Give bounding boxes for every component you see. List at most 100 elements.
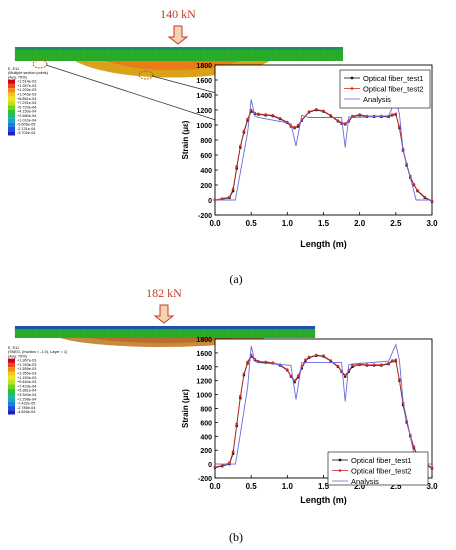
y-tick-label: 1200 <box>196 379 212 386</box>
contour-legend-value: -7.432e-05 <box>17 402 35 406</box>
data-point <box>271 113 275 117</box>
data-point <box>246 117 249 121</box>
panel-a: 140 kN E, E11(Multiple section points)(Av… <box>8 7 438 286</box>
data-point <box>343 373 347 377</box>
x-tick-label: 1.5 <box>318 219 330 228</box>
x-tick-label: 3.0 <box>426 219 438 228</box>
data-point <box>242 372 246 376</box>
data-point <box>249 110 253 113</box>
y-tick-label: 1600 <box>196 78 212 85</box>
chart-legend: Optical fiber_test1 Optical fiber_test2An… <box>339 69 431 109</box>
data-point <box>344 375 347 378</box>
contour-legend-value: +8.861e-04 <box>17 97 36 101</box>
chart-legend-box <box>339 69 431 109</box>
beam-deflection-core <box>105 61 240 71</box>
data-point <box>398 378 401 381</box>
beam-contour <box>14 47 343 78</box>
y-tick-label: 400 <box>200 168 212 175</box>
data-point <box>329 113 333 117</box>
contour-legend-value: +2.580e-04 <box>17 114 36 118</box>
strain-chart: 0.0 0.5 1.0 1.5 2.0 2.5 3.0 -200 0 200 400 600 800 10… <box>181 337 438 505</box>
contour-swatch <box>8 397 15 402</box>
y-tick-label: -200 <box>198 476 212 483</box>
legend-entry: Optical fiber_test2 <box>363 85 423 94</box>
x-tick-label: 1.5 <box>318 482 330 491</box>
contour-swatch <box>8 367 15 372</box>
x-tick-label: 2.5 <box>390 482 402 491</box>
contour-swatch <box>8 131 15 136</box>
y-tick-label: 400 <box>200 434 212 441</box>
y-tick-label: 600 <box>200 153 212 160</box>
contour-swatch <box>8 105 15 110</box>
data-point <box>390 359 394 362</box>
series-line-3 <box>215 343 432 465</box>
data-point <box>336 364 340 368</box>
beam-top-edge <box>15 47 343 50</box>
contour-legend-value: +5.381e-04 <box>17 389 36 393</box>
data-point <box>307 355 311 359</box>
x-tick-label: 2.0 <box>354 219 366 228</box>
data-point <box>246 119 249 122</box>
contour-legend-value: +1.150e-03 <box>17 376 36 380</box>
legend-entry: Analysis <box>363 95 391 104</box>
contour-swatch <box>8 83 15 89</box>
contour-swatch <box>8 401 15 406</box>
y-tick-label: -200 <box>198 213 212 220</box>
data-point <box>304 360 307 363</box>
contour-legend: E, E11(Multiple section points)(Avg: 75%… <box>8 67 49 136</box>
contour-legend-title: (SNEG, (fraction = -1.0), Layer = 1) <box>8 350 68 354</box>
x-tick-label: 0.5 <box>246 482 258 491</box>
data-point <box>343 122 347 125</box>
data-point <box>235 422 238 426</box>
contour-legend-value: +1.043e-03 <box>17 93 36 97</box>
load-arrow-icon <box>153 304 175 324</box>
data-point <box>278 116 282 120</box>
data-point <box>231 452 235 455</box>
data-point <box>264 360 267 364</box>
data-point <box>365 363 369 367</box>
contour-legend-value: +5.720e-04 <box>17 105 36 109</box>
contour-legend-title: (Avg: 75%) <box>8 75 27 79</box>
data-point <box>296 374 300 378</box>
data-point <box>336 119 340 122</box>
x-tick-label: 2.5 <box>390 219 402 228</box>
x-tick-label: 2.0 <box>354 482 366 491</box>
contour-swatch <box>8 88 15 93</box>
y-axis-label: Strain (με) <box>181 120 190 159</box>
legend-entry: Optical fiber_test1 <box>363 74 423 83</box>
data-point <box>242 131 246 134</box>
contour-legend-value: +7.423e-04 <box>17 384 36 388</box>
contour-legend-title: (Avg: 75%) <box>8 354 27 358</box>
legend-marker <box>350 87 354 90</box>
data-point <box>423 195 427 199</box>
chart-legend: Optical fiber_test1 Optical fiber_test2An… <box>327 451 429 486</box>
load-label: 182 kN <box>146 286 182 300</box>
contour-legend-value: +1.298e-04 <box>17 397 36 401</box>
y-tick-label: 1800 <box>196 63 212 70</box>
contour-legend-value: +1.559e-03 <box>17 367 36 371</box>
x-tick-label: 3.0 <box>426 482 438 491</box>
contour-swatch <box>8 362 15 368</box>
y-tick-label: 1400 <box>196 93 212 100</box>
series-line-3 <box>215 98 432 201</box>
contour-swatch <box>8 380 15 385</box>
data-point <box>228 195 231 199</box>
data-point <box>398 125 401 128</box>
data-point <box>416 188 419 192</box>
probe-marker <box>32 59 48 69</box>
legend-entry: Optical fiber_test1 <box>351 456 411 465</box>
contour-swatch <box>8 393 15 398</box>
data-point <box>257 112 260 116</box>
contour-swatch <box>8 388 15 393</box>
contour-legend-title: E, E11 <box>8 67 19 71</box>
data-point <box>412 446 416 450</box>
data-point <box>220 197 224 200</box>
chart-legend-box <box>327 451 429 486</box>
data-point <box>394 358 398 362</box>
contour-legend-value: +3.340e-04 <box>17 393 36 397</box>
beam-deflection-core <box>90 338 235 343</box>
data-point <box>351 364 354 367</box>
data-point <box>329 359 333 362</box>
data-point <box>228 461 231 465</box>
